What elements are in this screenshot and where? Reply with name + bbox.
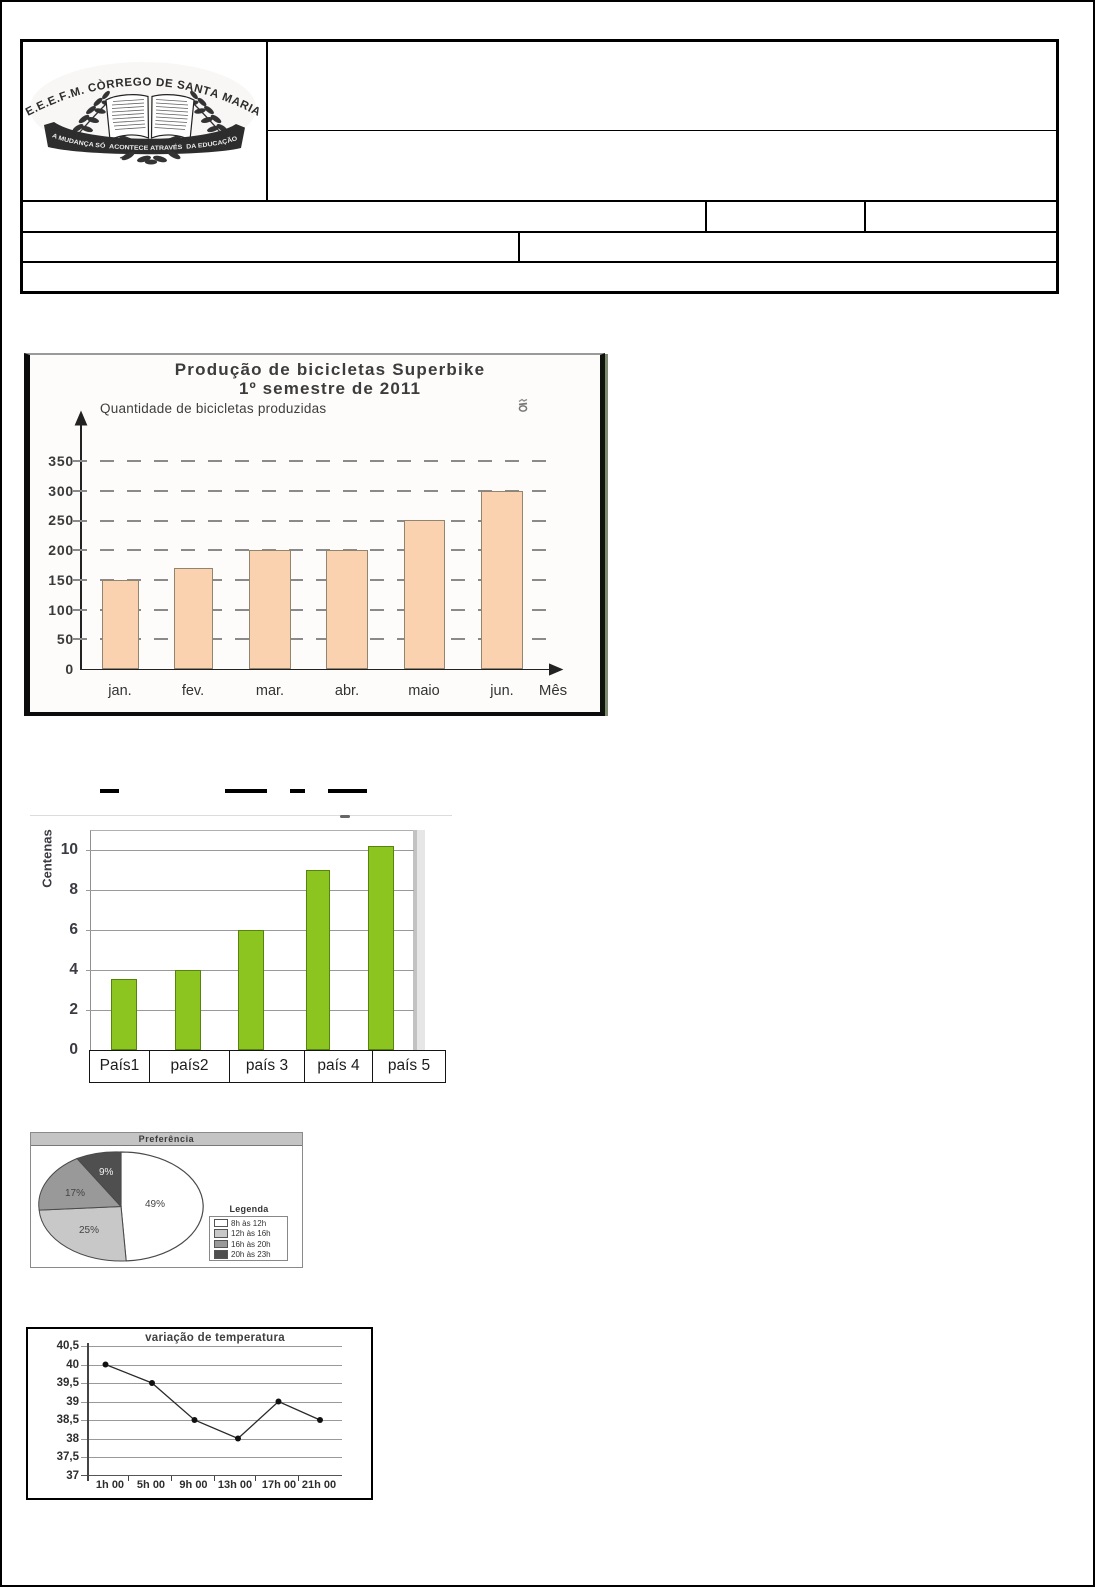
svg-text:E: E — [164, 78, 173, 91]
svg-text:.: . — [43, 98, 51, 110]
svg-text:Ò: Ò — [96, 79, 107, 93]
svg-text:R: R — [115, 77, 125, 90]
svg-text:C: C — [87, 82, 98, 96]
svg-text:.: . — [65, 89, 72, 101]
svg-text:S: S — [176, 79, 186, 92]
svg-text:E: E — [46, 94, 58, 108]
svg-text:M: M — [69, 86, 82, 100]
svg-text:M: M — [220, 91, 233, 106]
svg-text:N: N — [193, 83, 204, 97]
svg-text:.: . — [79, 85, 85, 97]
svg-text:.: . — [32, 103, 40, 115]
svg-text:.: . — [54, 93, 61, 105]
svg-text:I: I — [246, 103, 254, 115]
svg-text:F: F — [58, 90, 69, 104]
svg-text:E: E — [124, 77, 133, 90]
svg-text:T: T — [201, 85, 211, 98]
svg-text:G: G — [133, 76, 142, 88]
svg-text:A: A — [209, 87, 221, 101]
svg-text:O: O — [142, 76, 151, 88]
svg-text:D: D — [156, 77, 165, 90]
svg-text:A: A — [184, 81, 195, 94]
svg-text:R: R — [106, 78, 117, 91]
